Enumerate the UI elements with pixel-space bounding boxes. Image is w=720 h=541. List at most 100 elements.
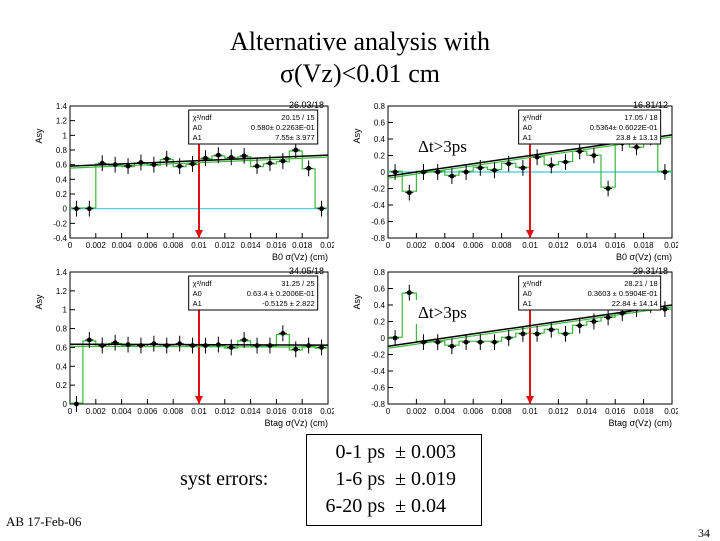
y-tick-label: -0.4 bbox=[53, 234, 67, 243]
x-tick-label: 0.008 bbox=[163, 407, 184, 416]
y-tick-label: 1 bbox=[63, 131, 68, 140]
data-point bbox=[619, 310, 625, 316]
syst-range: 1-6 ps bbox=[335, 468, 385, 490]
x-tick-label: 0 bbox=[386, 241, 391, 250]
y-tick-label: -0.6 bbox=[371, 384, 385, 393]
data-point bbox=[477, 165, 483, 171]
y-tick-label: 0.2 bbox=[56, 381, 68, 390]
data-point bbox=[534, 331, 540, 337]
data-point bbox=[177, 341, 183, 347]
stats-key: χ²/ndf bbox=[193, 279, 213, 288]
data-point bbox=[463, 169, 469, 175]
y-tick-label: 0.4 bbox=[56, 175, 68, 184]
data-point bbox=[241, 153, 247, 159]
cut-arrow bbox=[526, 396, 534, 404]
stats-value: 0.63.4 ± 0.2006E-01 bbox=[247, 289, 315, 298]
chart-bottom-left-svg: 0 0.2 0.4 0.6 0.8 1 1.2 1.4 0 0.002 0.004 0.006 0.00… bbox=[34, 266, 334, 428]
y-tick-label: 0 bbox=[381, 334, 386, 343]
data-point bbox=[215, 152, 221, 158]
data-point bbox=[634, 144, 639, 150]
y-tick-label: 0.8 bbox=[374, 268, 386, 277]
data-point bbox=[563, 159, 568, 165]
stats-value: -0.5125 ± 2.822 bbox=[262, 299, 315, 308]
data-point bbox=[74, 206, 79, 212]
stats-key: A1 bbox=[523, 299, 532, 308]
stats-value: 7.55± 3.977 bbox=[275, 133, 315, 142]
data-point bbox=[86, 206, 92, 212]
chart-date: 16.81/12 bbox=[633, 100, 668, 110]
chart-date: 26.03/18 bbox=[289, 100, 324, 110]
x-tick-label: 0.002 bbox=[406, 407, 427, 416]
data-point bbox=[392, 169, 398, 175]
y-tick-label: 0 bbox=[63, 205, 68, 214]
x-tick-label: 0.012 bbox=[215, 241, 236, 250]
stats-key: A0 bbox=[193, 289, 202, 298]
data-point bbox=[203, 155, 208, 161]
slide-title-line-1: Alternative analysis with bbox=[230, 27, 490, 56]
stats-value: 23.8 ± 13.13 bbox=[616, 133, 658, 142]
y-tick-label: 0.8 bbox=[56, 325, 68, 334]
data-point bbox=[492, 339, 497, 345]
stats-key: A0 bbox=[523, 123, 532, 132]
data-point bbox=[463, 339, 469, 345]
y-tick-label: 0.2 bbox=[374, 318, 386, 327]
x-tick-label: 0.016 bbox=[605, 407, 626, 416]
x-tick-label: 0.018 bbox=[292, 407, 313, 416]
y-tick-label: 0 bbox=[63, 400, 68, 409]
histogram-steps bbox=[388, 292, 672, 346]
y-axis-label: Asy bbox=[34, 294, 44, 310]
data-point bbox=[74, 401, 79, 407]
y-tick-label: 0.4 bbox=[374, 301, 386, 310]
x-tick-label: 0.008 bbox=[492, 241, 513, 250]
stats-value: 0.3603 ± 0.5904E-01 bbox=[588, 289, 658, 298]
stats-value: 17.05 / 18 bbox=[624, 113, 657, 122]
stats-key: χ²/ndf bbox=[193, 113, 213, 122]
x-tick-label: 0.012 bbox=[548, 407, 569, 416]
x-tick-label: 0.006 bbox=[137, 407, 158, 416]
data-point bbox=[421, 169, 426, 175]
y-tick-label: 0.8 bbox=[374, 102, 386, 111]
x-tick-label: 0.01 bbox=[522, 407, 538, 416]
data-point bbox=[151, 162, 157, 168]
y-tick-label: -0.4 bbox=[371, 201, 385, 210]
x-tick-label: 0.02 bbox=[664, 407, 678, 416]
syst-value: ± 0.04 bbox=[395, 495, 446, 517]
data-point bbox=[293, 346, 299, 352]
slide-title-line-2: σ(Vz)<0.01 cm bbox=[279, 59, 441, 88]
stats-value: 20.15 / 15 bbox=[281, 113, 314, 122]
data-point bbox=[125, 342, 131, 347]
data-point bbox=[520, 165, 526, 171]
data-point bbox=[406, 190, 412, 196]
y-tick-label: 0.4 bbox=[374, 135, 386, 144]
data-point bbox=[99, 160, 105, 166]
data-point bbox=[435, 339, 441, 345]
data-point bbox=[228, 154, 234, 160]
stats-box bbox=[518, 109, 662, 145]
data-point bbox=[241, 337, 247, 343]
data-point bbox=[151, 341, 157, 347]
chart-bottom-right-svg: -0.8 -0.6 -0.4 -0.2 0 0.2 0.4 0.6 0.8 0 0.002 0.004… bbox=[352, 266, 678, 428]
data-point bbox=[293, 147, 299, 153]
data-point bbox=[577, 148, 583, 154]
x-tick-label: 0.01 bbox=[522, 241, 538, 250]
data-point bbox=[203, 343, 208, 348]
y-tick-label: 1.4 bbox=[56, 268, 68, 277]
fit-line bbox=[387, 304, 673, 347]
fit-line bbox=[69, 343, 329, 346]
stats-key: χ²/ndf bbox=[523, 113, 543, 122]
x-tick-label: 0.008 bbox=[492, 407, 513, 416]
y-tick-label: -0.4 bbox=[371, 367, 385, 376]
y-tick-label: 0.2 bbox=[374, 152, 386, 161]
x-tick-label: 0.004 bbox=[435, 407, 456, 416]
chart-date: 34.05/18 bbox=[289, 266, 324, 276]
x-tick-label: 0.006 bbox=[137, 241, 158, 250]
data-point bbox=[99, 343, 105, 348]
stats-key: A1 bbox=[193, 299, 202, 308]
x-tick-label: 0.008 bbox=[163, 241, 184, 250]
data-point bbox=[506, 161, 512, 167]
data-point bbox=[254, 343, 260, 348]
y-tick-label: 1 bbox=[63, 306, 68, 315]
x-tick-label: 0.02 bbox=[320, 407, 334, 416]
data-point bbox=[662, 306, 668, 312]
stats-key: A1 bbox=[523, 133, 532, 142]
